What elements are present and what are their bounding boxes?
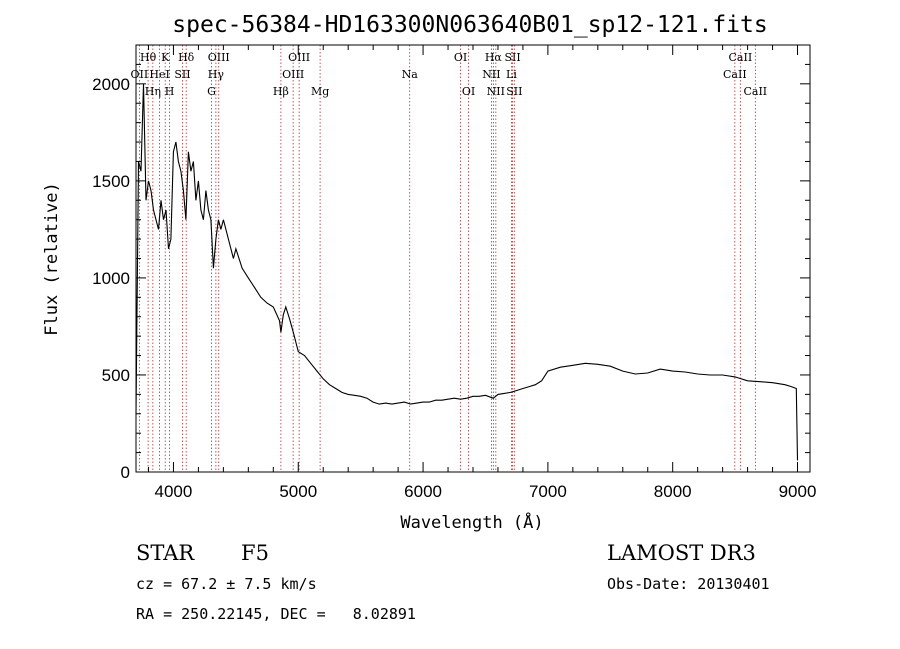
x-axis-label: Wavelength (Å) <box>400 511 543 533</box>
line-marker-label: OIII <box>208 51 230 64</box>
line-marker-label: OII <box>131 68 149 81</box>
x-tick-label: 6000 <box>404 482 442 501</box>
line-marker-labels: Hθ OII Hη HeI K H SII Hδ G OIII Hγ Hβ OIII OIII Mg Na OI… <box>131 51 768 98</box>
redshift-line: cz = 67.2 ± 7.5 km/s <box>136 575 317 593</box>
line-marker-label: Hθ <box>140 51 157 64</box>
line-marker-label: NII <box>487 85 505 98</box>
y-tick-label: 0 <box>121 463 130 482</box>
spectrum-line <box>135 83 799 461</box>
y-tick-label: 1500 <box>92 172 130 191</box>
line-marker-label: SII <box>174 68 190 81</box>
line-marker-label: K <box>161 51 170 64</box>
chart-title: spec-56384-HD163300N063640B01_sp12-121.f… <box>172 12 767 38</box>
x-tick-label: 5000 <box>279 482 317 501</box>
coordinates-line: RA = 250.22145, DEC = 8.02891 <box>136 605 416 623</box>
line-marker-label: Hβ <box>273 85 289 98</box>
y-tick-label: 500 <box>102 366 130 385</box>
line-marker-label: Hδ <box>178 51 195 64</box>
line-marker-label: Li <box>506 68 517 81</box>
line-marker-label: Hη <box>145 85 161 98</box>
line-marker-label: SII <box>506 85 522 98</box>
line-markers <box>138 45 756 472</box>
plot-frame <box>135 44 811 473</box>
line-marker-label: Mg <box>311 85 329 98</box>
subclass: F5 <box>241 541 269 565</box>
x-tick-label: 9000 <box>779 482 817 501</box>
line-marker-label: OI <box>462 85 475 98</box>
line-marker-label: CaII <box>729 51 753 64</box>
line-marker-label: SII <box>504 51 520 64</box>
y-tick-label: 1000 <box>92 269 130 288</box>
line-marker-label: Na <box>402 68 419 81</box>
line-marker-label: HeI <box>149 68 169 81</box>
line-marker-label: Hα <box>485 51 503 64</box>
line-marker-label: OIII <box>282 68 304 81</box>
line-marker-label: CaII <box>743 85 767 98</box>
obs-date-line: Obs-Date: 20130401 <box>607 575 770 593</box>
x-tick-label: 4000 <box>155 482 193 501</box>
y-tick-label: 2000 <box>92 75 130 94</box>
line-marker-label: G <box>207 85 216 98</box>
line-marker-label: NII <box>482 68 500 81</box>
survey-name: LAMOST DR3 <box>607 541 756 565</box>
line-marker-label: H <box>165 85 175 98</box>
line-marker-label: Hγ <box>208 68 225 81</box>
y-axis: 0 500 1000 1500 2000 <box>92 44 810 482</box>
line-marker-label: CaII <box>723 68 747 81</box>
line-marker-label: OI <box>454 51 467 64</box>
x-tick-label: 8000 <box>654 482 692 501</box>
x-axis: 4000 5000 6000 7000 8000 9000 <box>147 45 817 501</box>
y-axis-label: Flux (relative) <box>42 182 62 336</box>
x-tick-label: 7000 <box>529 482 567 501</box>
line-marker-label: OIII <box>288 51 310 64</box>
object-class: STAR <box>136 541 195 565</box>
